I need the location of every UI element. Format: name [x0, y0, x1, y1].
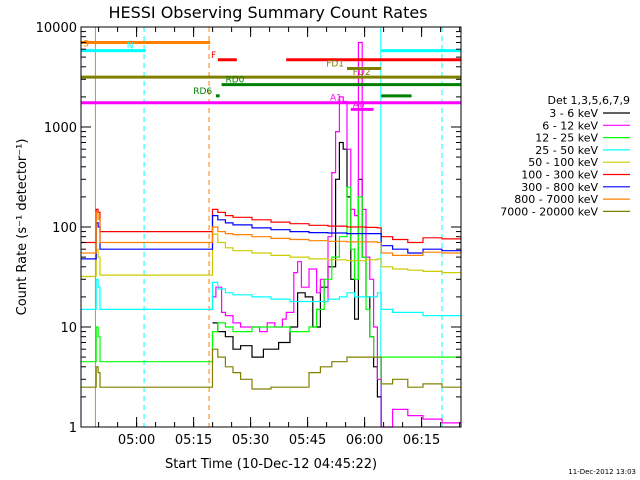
flag-bars: S N F FD1 FD2 RD0 RD6 A1 A0 [81, 39, 461, 111]
legend-label: 50 - 100 keV [528, 156, 598, 169]
flag-bar-label: RD6 [193, 87, 212, 97]
y-axis-label: Count Rate (s⁻¹ detector⁻¹) [15, 139, 30, 316]
flag-bar-label: RD0 [226, 76, 245, 86]
series-line [81, 215, 462, 260]
vertical-markers [94, 27, 443, 427]
x-tick-label: 05:45 [289, 433, 326, 448]
x-tick-label: 05:15 [175, 433, 212, 448]
axes: 1 10 100 1000 10000 05:00 05:15 05:30 05:45 06:00… [36, 21, 461, 448]
chart-title: HESSI Observing Summary Count Rates [108, 3, 427, 22]
series-line [212, 41, 461, 428]
series-line [81, 186, 461, 363]
x-tick-label: 06:15 [403, 433, 440, 448]
timestamp: 11-Dec-2012 13:03 [568, 468, 636, 476]
flag-bar-label: A1 [330, 94, 342, 104]
series-line [81, 278, 461, 317]
y-tick-label: 10 [60, 321, 77, 336]
y-tick-label: 100 [52, 221, 77, 236]
series-lines [81, 41, 462, 428]
flag-bar-label: FD2 [353, 68, 371, 78]
series-line [81, 208, 462, 244]
legend-label: 800 - 7000 keV [514, 193, 598, 206]
legend-label: 100 - 300 keV [521, 169, 598, 182]
flag-bar-label: S [83, 39, 89, 49]
series-line [81, 348, 461, 390]
legend-label: 3 - 6 keV [549, 107, 598, 120]
legend-label: 7000 - 20000 keV [500, 205, 598, 218]
x-tick-label: 06:00 [346, 433, 383, 448]
legend-label: 300 - 800 keV [521, 181, 598, 194]
x-axis-label: Start Time (10-Dec-12 04:45:22) [165, 457, 377, 472]
flag-bar-label: A0 [353, 100, 365, 110]
legend-label: 25 - 50 keV [535, 144, 598, 157]
flag-bar-label: F [211, 51, 216, 61]
y-tick-label: 10000 [36, 21, 77, 36]
flag-bar-label: FD1 [326, 59, 344, 69]
legend-label: 12 - 25 keV [535, 132, 598, 145]
x-tick-label: 05:00 [118, 433, 155, 448]
series-line [81, 211, 461, 256]
x-tick-label: 05:30 [232, 433, 269, 448]
series-line [81, 233, 461, 278]
legend-label: 6 - 12 keV [542, 119, 598, 132]
legend-title: Det 1,3,5,6,7,9 [547, 94, 630, 107]
y-tick-label: 1 [69, 421, 77, 436]
y-tick-label: 1000 [44, 121, 77, 136]
flag-bar-label: N [127, 42, 134, 52]
